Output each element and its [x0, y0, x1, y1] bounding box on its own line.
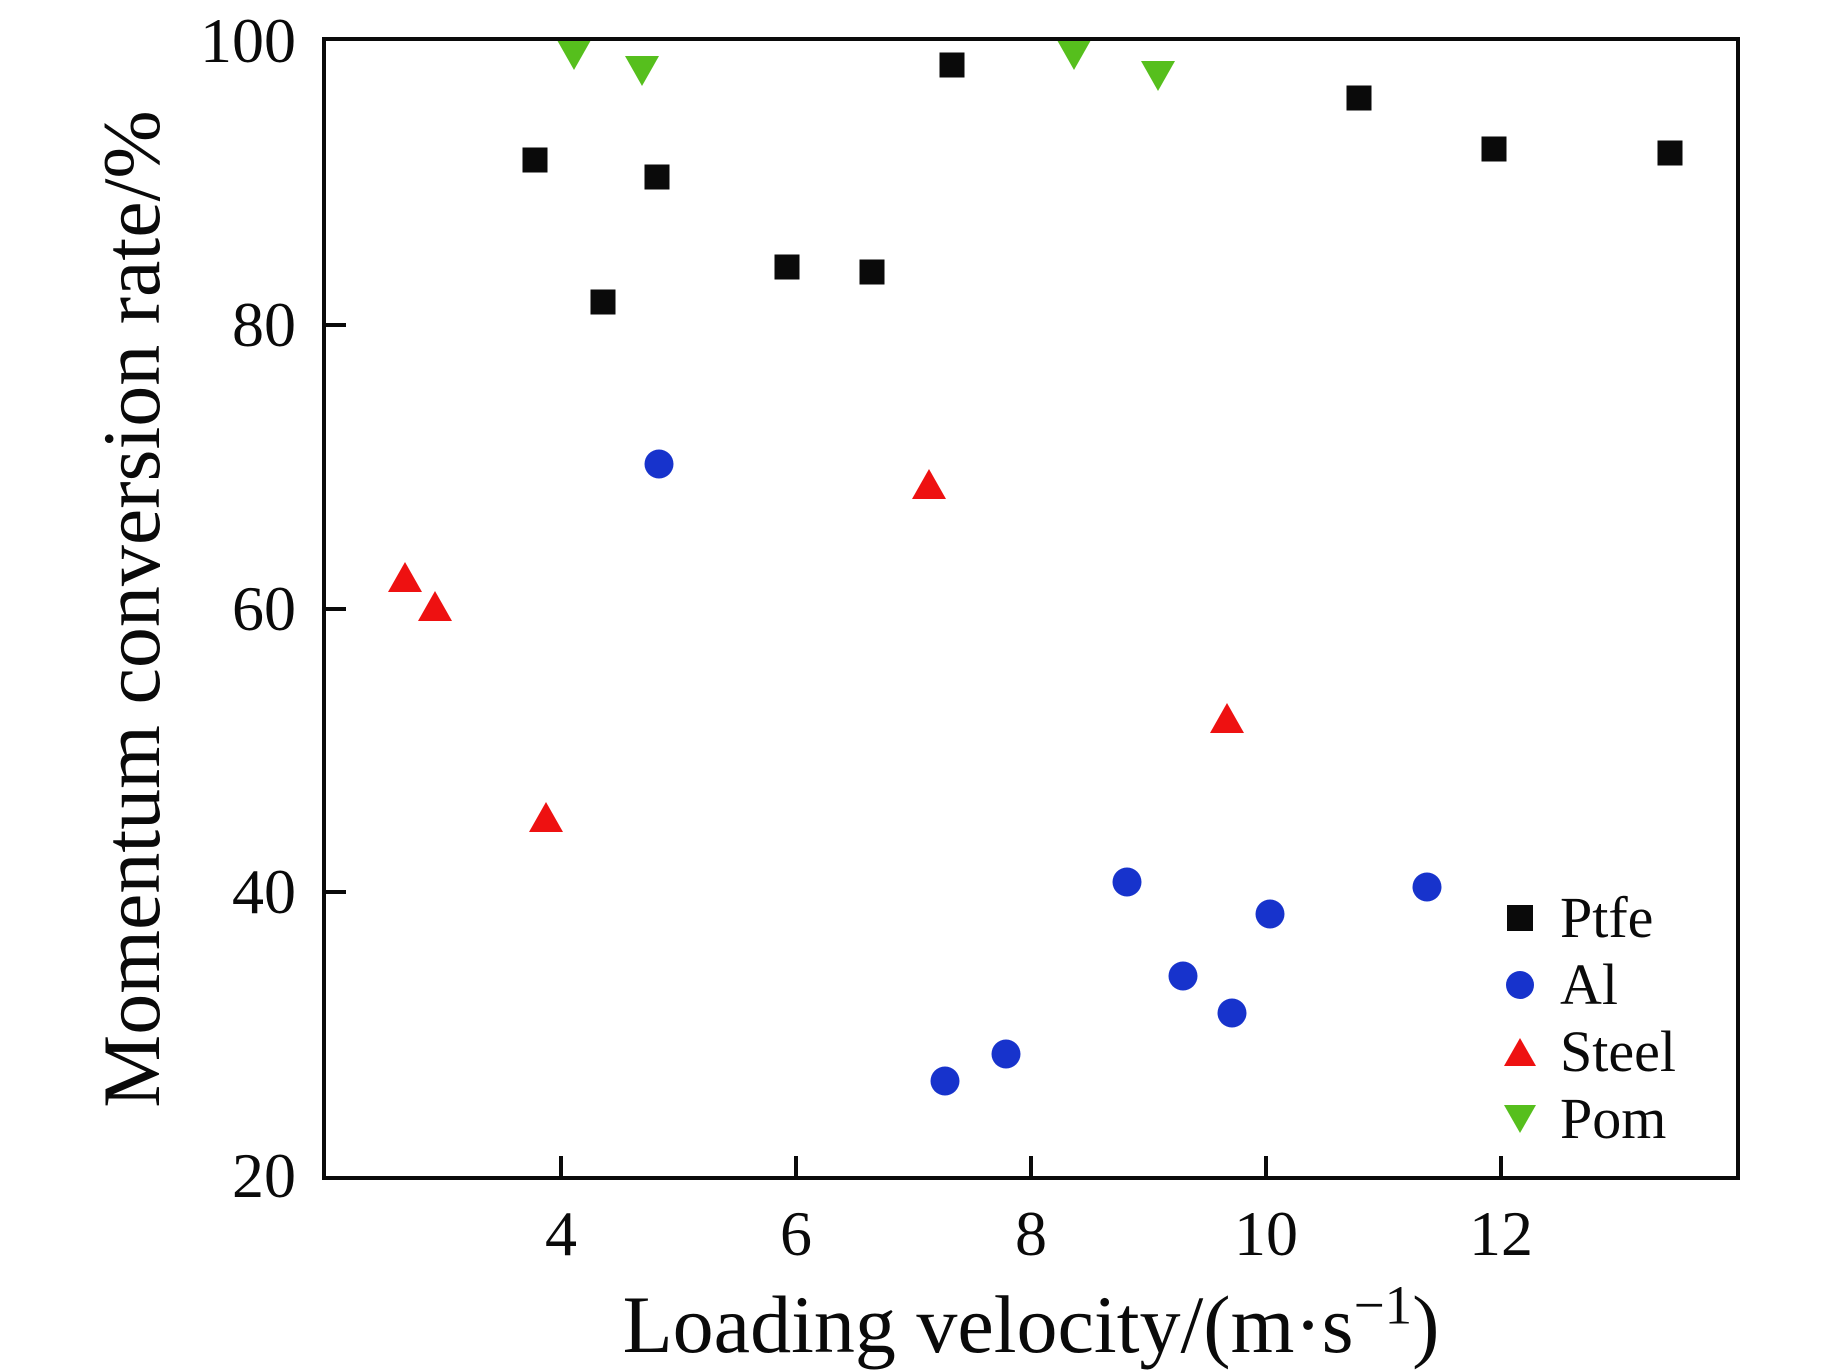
legend-label: Ptfe	[1560, 884, 1654, 950]
data-point-steel	[418, 590, 453, 621]
data-point-ptfe	[644, 164, 670, 190]
y-tick-mark	[326, 890, 346, 895]
data-point-al	[644, 449, 674, 479]
legend-label: Al	[1560, 951, 1618, 1017]
plot-markers-layer	[326, 41, 1736, 1176]
x-axis-title-superscript: −1	[1353, 1274, 1413, 1336]
data-point-steel	[1210, 702, 1245, 733]
data-point-ptfe	[1481, 136, 1507, 162]
y-axis-title: Momentum conversion rate/%	[85, 109, 177, 1108]
y-tick-label: 20	[232, 1140, 296, 1211]
x-tick-label: 12	[1469, 1198, 1533, 1269]
data-point-al	[991, 1039, 1021, 1069]
legend-item-pom: Pom	[1498, 1085, 1676, 1152]
data-point-al	[930, 1066, 960, 1096]
x-axis-title: Loading velocity/(m·s−1)	[622, 1278, 1440, 1370]
data-point-steel	[911, 468, 946, 499]
data-point-pom	[1057, 41, 1092, 71]
data-point-al	[1217, 998, 1247, 1028]
data-point-ptfe	[522, 147, 548, 173]
triangle-down-marker-icon	[1504, 1104, 1536, 1133]
x-tick-label: 10	[1234, 1198, 1298, 1269]
x-tick-mark	[559, 1156, 563, 1176]
x-tick-mark	[1029, 1156, 1033, 1176]
y-tick-label: 40	[232, 856, 296, 928]
data-point-al	[1412, 872, 1442, 902]
data-point-pom	[625, 55, 660, 86]
x-axis-title-suffix: )	[1412, 1279, 1440, 1370]
square-marker-icon	[1507, 904, 1533, 931]
legend-item-al: Al	[1498, 951, 1676, 1018]
y-tick-label: 100	[200, 5, 296, 76]
y-tick-mark	[326, 322, 346, 327]
y-tick-label: 80	[232, 288, 296, 360]
legend-label: Steel	[1560, 1018, 1676, 1084]
data-point-pom	[556, 41, 591, 71]
x-tick-label: 6	[780, 1198, 812, 1269]
data-point-pom	[1140, 61, 1175, 92]
circle-marker-icon	[1506, 970, 1534, 999]
legend-item-ptfe: Ptfe	[1498, 884, 1676, 951]
triangle-up-marker-icon	[1504, 1037, 1536, 1066]
x-axis-title-text: Loading velocity/(m·s	[622, 1279, 1354, 1370]
x-tick-label: 8	[1015, 1198, 1047, 1269]
data-point-ptfe	[1346, 85, 1372, 111]
data-point-al	[1112, 867, 1142, 897]
x-tick-mark	[1264, 1156, 1268, 1176]
data-point-ptfe	[1657, 140, 1683, 166]
y-tick-mark	[326, 606, 346, 611]
data-point-ptfe	[859, 259, 885, 285]
x-tick-mark	[794, 1156, 798, 1176]
legend: Ptfe Al Steel Pom	[1498, 884, 1676, 1152]
legend-item-steel: Steel	[1498, 1018, 1676, 1085]
x-tick-mark	[1499, 1156, 1503, 1176]
data-point-ptfe	[774, 254, 800, 280]
data-point-ptfe	[590, 289, 616, 315]
data-point-al	[1168, 961, 1198, 991]
data-point-steel	[528, 802, 563, 833]
data-point-al	[1255, 899, 1285, 929]
data-point-steel	[387, 562, 422, 593]
y-tick-label: 60	[232, 572, 296, 644]
x-tick-label: 4	[545, 1198, 577, 1269]
legend-label: Pom	[1560, 1085, 1667, 1151]
data-point-ptfe	[939, 52, 965, 78]
